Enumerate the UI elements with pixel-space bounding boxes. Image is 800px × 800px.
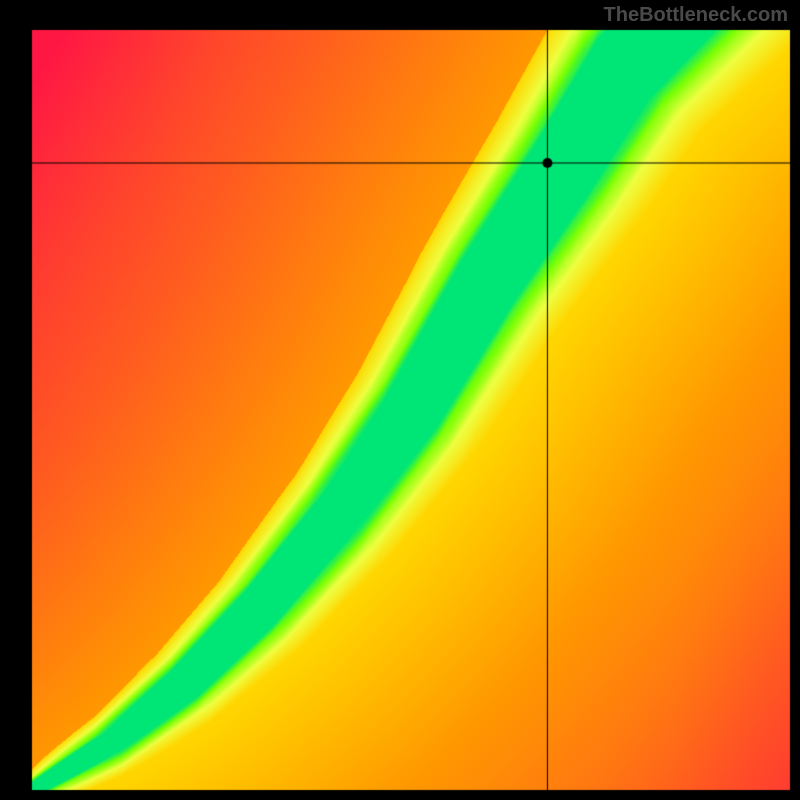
watermark-text: TheBottleneck.com	[604, 4, 788, 27]
heatmap-chart	[0, 0, 800, 800]
